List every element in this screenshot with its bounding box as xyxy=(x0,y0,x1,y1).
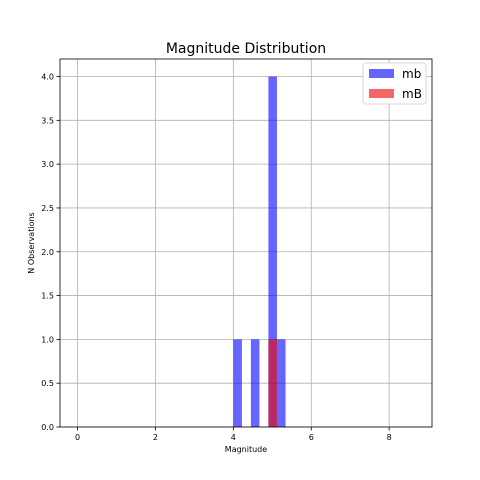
bar-mb xyxy=(250,339,260,427)
y-axis-label: N Observations xyxy=(27,212,36,273)
bar-mb xyxy=(233,339,242,427)
bar-mB xyxy=(268,339,277,427)
x-tick-label: 2 xyxy=(153,433,158,442)
y-tick-label: 2.0 xyxy=(41,248,54,257)
legend-label-mb: mb xyxy=(402,67,421,81)
legend: mb mB xyxy=(362,62,427,105)
x-tick-label: 4 xyxy=(231,433,236,442)
legend-swatch-mB xyxy=(369,89,394,98)
y-tick-label: 2.5 xyxy=(41,204,54,213)
bar-mb xyxy=(268,76,277,428)
bars-layer xyxy=(233,76,286,428)
chart-title: Magnitude Distribution xyxy=(166,41,326,57)
y-tick-label: 0.5 xyxy=(41,379,54,388)
bar-mb xyxy=(276,339,286,427)
legend-swatch-mb xyxy=(369,69,394,78)
y-tick-label: 0.0 xyxy=(41,423,54,432)
y-tick-label: 1.5 xyxy=(41,292,54,301)
x-tick-label: 0 xyxy=(75,433,80,442)
plot-frame xyxy=(59,58,433,428)
y-tick-label: 1.0 xyxy=(41,335,54,344)
y-tick-label: 3.5 xyxy=(41,116,54,125)
y-axis-ticks: 0.0 0.5 1.0 1.5 2.0 2.5 3.0 3.5 4.0 xyxy=(41,73,60,432)
grid-lines xyxy=(60,59,432,428)
x-tick-label: 6 xyxy=(309,433,314,442)
x-axis-label: Magnitude xyxy=(225,445,267,454)
legend-label-mB: mB xyxy=(402,87,422,101)
y-tick-label: 4.0 xyxy=(41,73,54,82)
x-axis-ticks: 0 2 4 6 8 xyxy=(75,427,392,442)
y-tick-label: 3.0 xyxy=(41,160,54,169)
x-tick-label: 8 xyxy=(387,433,392,442)
